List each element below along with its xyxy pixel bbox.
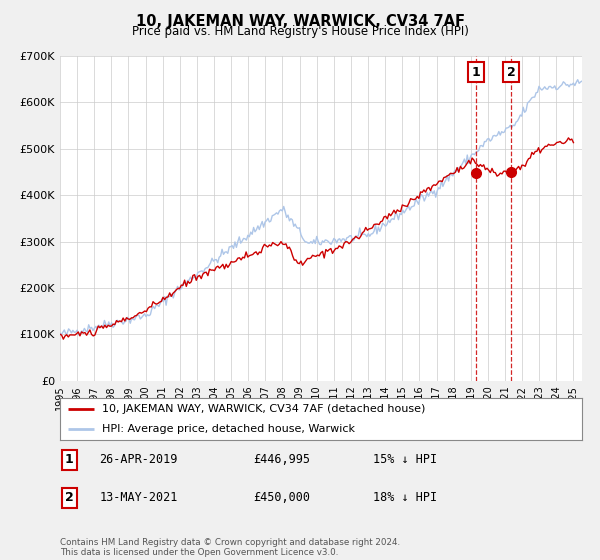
Text: Contains HM Land Registry data © Crown copyright and database right 2024.
This d: Contains HM Land Registry data © Crown c… [60,538,400,557]
Text: 10, JAKEMAN WAY, WARWICK, CV34 7AF (detached house): 10, JAKEMAN WAY, WARWICK, CV34 7AF (deta… [102,404,425,414]
Text: 10, JAKEMAN WAY, WARWICK, CV34 7AF: 10, JAKEMAN WAY, WARWICK, CV34 7AF [136,14,464,29]
Text: HPI: Average price, detached house, Warwick: HPI: Average price, detached house, Warw… [102,424,355,434]
Text: £450,000: £450,000 [253,491,310,504]
Text: 2: 2 [65,491,74,504]
Text: £446,995: £446,995 [253,454,310,466]
Text: 18% ↓ HPI: 18% ↓ HPI [373,491,437,504]
Text: 13-MAY-2021: 13-MAY-2021 [99,491,178,504]
Text: 1: 1 [472,66,481,79]
Text: 1: 1 [65,454,74,466]
Text: 15% ↓ HPI: 15% ↓ HPI [373,454,437,466]
Text: 2: 2 [507,66,515,79]
Text: 26-APR-2019: 26-APR-2019 [99,454,178,466]
Text: Price paid vs. HM Land Registry's House Price Index (HPI): Price paid vs. HM Land Registry's House … [131,25,469,38]
